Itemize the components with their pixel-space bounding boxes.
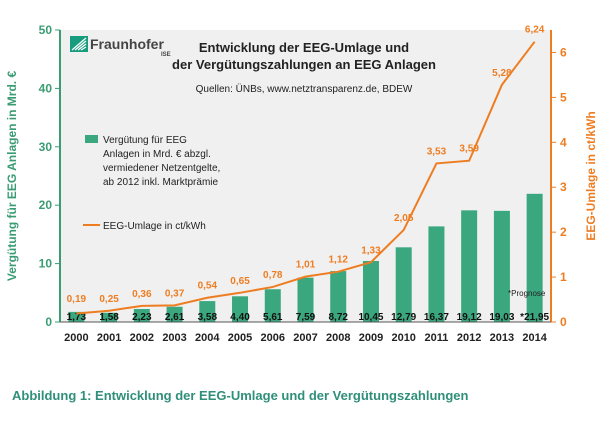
- line-value-label-2000: 0,19: [67, 294, 87, 305]
- bar-2009: [362, 260, 379, 322]
- line-value-label-2002: 0,36: [132, 289, 152, 300]
- line-value-label-2009: 1,33: [361, 245, 381, 256]
- bar-2006: [264, 289, 281, 322]
- legend-bar-swatch: [85, 135, 98, 143]
- footnote-prognose: *Prognose: [508, 289, 546, 298]
- x-tick-label-2006: 2006: [261, 332, 285, 344]
- x-tick-label-2011: 2011: [424, 332, 448, 344]
- bar-value-label-2007: 7,59: [296, 312, 316, 323]
- line-value-label-2013: 5,28: [492, 68, 512, 79]
- left-tick-label-0: 0: [45, 315, 52, 329]
- bar-2001: [101, 312, 118, 322]
- chart-title-line-2: der Vergütungszahlungen an EEG Anlagen: [172, 57, 436, 72]
- bar-2012: [461, 210, 478, 322]
- legend-bar-text-3: vermiedener Netzentgelte,: [103, 163, 220, 174]
- bar-value-label-2005: 4,40: [230, 312, 250, 323]
- bar-2011: [428, 226, 445, 322]
- x-tick-label-2013: 2013: [490, 332, 514, 344]
- line-value-label-2005: 0,65: [230, 276, 250, 287]
- line-value-label-2001: 0,25: [99, 294, 119, 305]
- x-tick-label-2003: 2003: [162, 332, 186, 344]
- x-tick-label-2004: 2004: [195, 332, 220, 344]
- fraunhofer-logo-icon: [70, 36, 88, 52]
- eeg-umlage-line: [76, 41, 536, 315]
- right-tick-label-3: 3: [560, 180, 567, 194]
- legend-line-text: EEG-Umlage in ct/kWh: [103, 221, 206, 232]
- bar-value-label-2008: 8,72: [328, 312, 348, 323]
- bar-value-label-2012: 19,12: [457, 312, 482, 323]
- line-value-label-2012: 3,59: [459, 144, 479, 155]
- bar-2000: [68, 311, 85, 322]
- x-tick-label-2002: 2002: [130, 332, 154, 344]
- x-tick-label-2008: 2008: [326, 332, 350, 344]
- right-tick-label-2: 2: [560, 225, 567, 239]
- line-value-label-2003: 0,37: [165, 288, 185, 299]
- bar-value-label-2009: 10,45: [358, 312, 383, 323]
- left-tick-label-20: 20: [39, 198, 53, 212]
- left-tick-label-50: 50: [39, 23, 53, 37]
- line-value-label-2007: 1,01: [296, 260, 316, 271]
- logo-sub: ISE: [161, 52, 171, 58]
- legend-bar-text-2: Anlagen in Mrd. € abzgl.: [103, 149, 211, 160]
- x-tick-label-2014: 2014: [522, 332, 547, 344]
- x-tick-label-2000: 2000: [64, 332, 88, 344]
- left-tick-label-30: 30: [39, 140, 53, 154]
- bar-value-label-2013: 19,03: [489, 312, 514, 323]
- line-value-label-2011: 3,53: [427, 146, 447, 157]
- bar-2010: [395, 247, 412, 322]
- legend-bar-text-1: Vergütung für EEG: [103, 135, 187, 146]
- line-value-label-2004: 0,54: [198, 281, 218, 292]
- bar-value-label-2011: 16,37: [424, 312, 449, 323]
- x-tick-label-2012: 2012: [457, 332, 481, 344]
- chart-sources: Quellen: ÜNBs, www.netztransparenz.de, B…: [196, 83, 413, 95]
- right-tick-label-4: 4: [560, 135, 567, 149]
- bar-value-label-2001: 1,58: [99, 312, 119, 323]
- right-tick-label-1: 1: [560, 270, 567, 284]
- bar-2003: [166, 306, 183, 322]
- left-tick-label-40: 40: [39, 81, 53, 95]
- chart-title-line-1: Entwicklung der EEG-Umlage und: [199, 40, 409, 55]
- bar-value-label-2010: 12,79: [391, 312, 416, 323]
- x-tick-label-2001: 2001: [97, 332, 121, 344]
- right-tick-label-5: 5: [560, 90, 567, 104]
- left-axis-label: Vergütung für EEG Anlagen in Mrd. €: [5, 71, 19, 282]
- legend-bar-text-4: ab 2012 inkl. Marktprämie: [103, 177, 218, 188]
- fraunhofer-logo: Fraunhofer ISE: [70, 36, 171, 58]
- bar-value-label-2014: *21,95: [520, 312, 549, 323]
- bar-2002: [133, 308, 150, 322]
- line-value-label-2014: 6,24: [525, 25, 545, 36]
- bar-2007: [297, 277, 314, 322]
- bar-2014: [526, 193, 543, 322]
- logo-name: Fraunhofer: [90, 36, 164, 52]
- x-tick-label-2009: 2009: [359, 332, 383, 344]
- bar-value-label-2004: 3,58: [198, 312, 218, 323]
- left-tick-label-10: 10: [39, 257, 53, 271]
- bar-value-label-2002: 2,23: [132, 312, 152, 323]
- right-tick-label-0: 0: [560, 315, 567, 329]
- x-tick-label-2007: 2007: [293, 332, 317, 344]
- line-value-label-2010: 2,05: [394, 213, 414, 224]
- x-tick-label-2005: 2005: [228, 332, 252, 344]
- bar-2008: [330, 271, 347, 322]
- right-axis-label: EEG-Umlage in ct/kWh: [584, 111, 598, 240]
- right-tick-label-6: 6: [560, 45, 567, 59]
- line-value-label-2008: 1,12: [328, 255, 348, 266]
- bar-value-label-2000: 1,73: [67, 312, 87, 323]
- figure-caption: Abbildung 1: Entwicklung der EEG-Umlage …: [12, 388, 469, 403]
- bar-2004: [199, 301, 216, 322]
- x-tick-label-2010: 2010: [391, 332, 415, 344]
- line-value-label-2006: 0,78: [263, 270, 283, 281]
- bar-2013: [493, 210, 510, 322]
- bar-value-label-2003: 2,61: [165, 312, 185, 323]
- bar-2005: [232, 296, 249, 322]
- bar-value-label-2006: 5,61: [263, 312, 283, 323]
